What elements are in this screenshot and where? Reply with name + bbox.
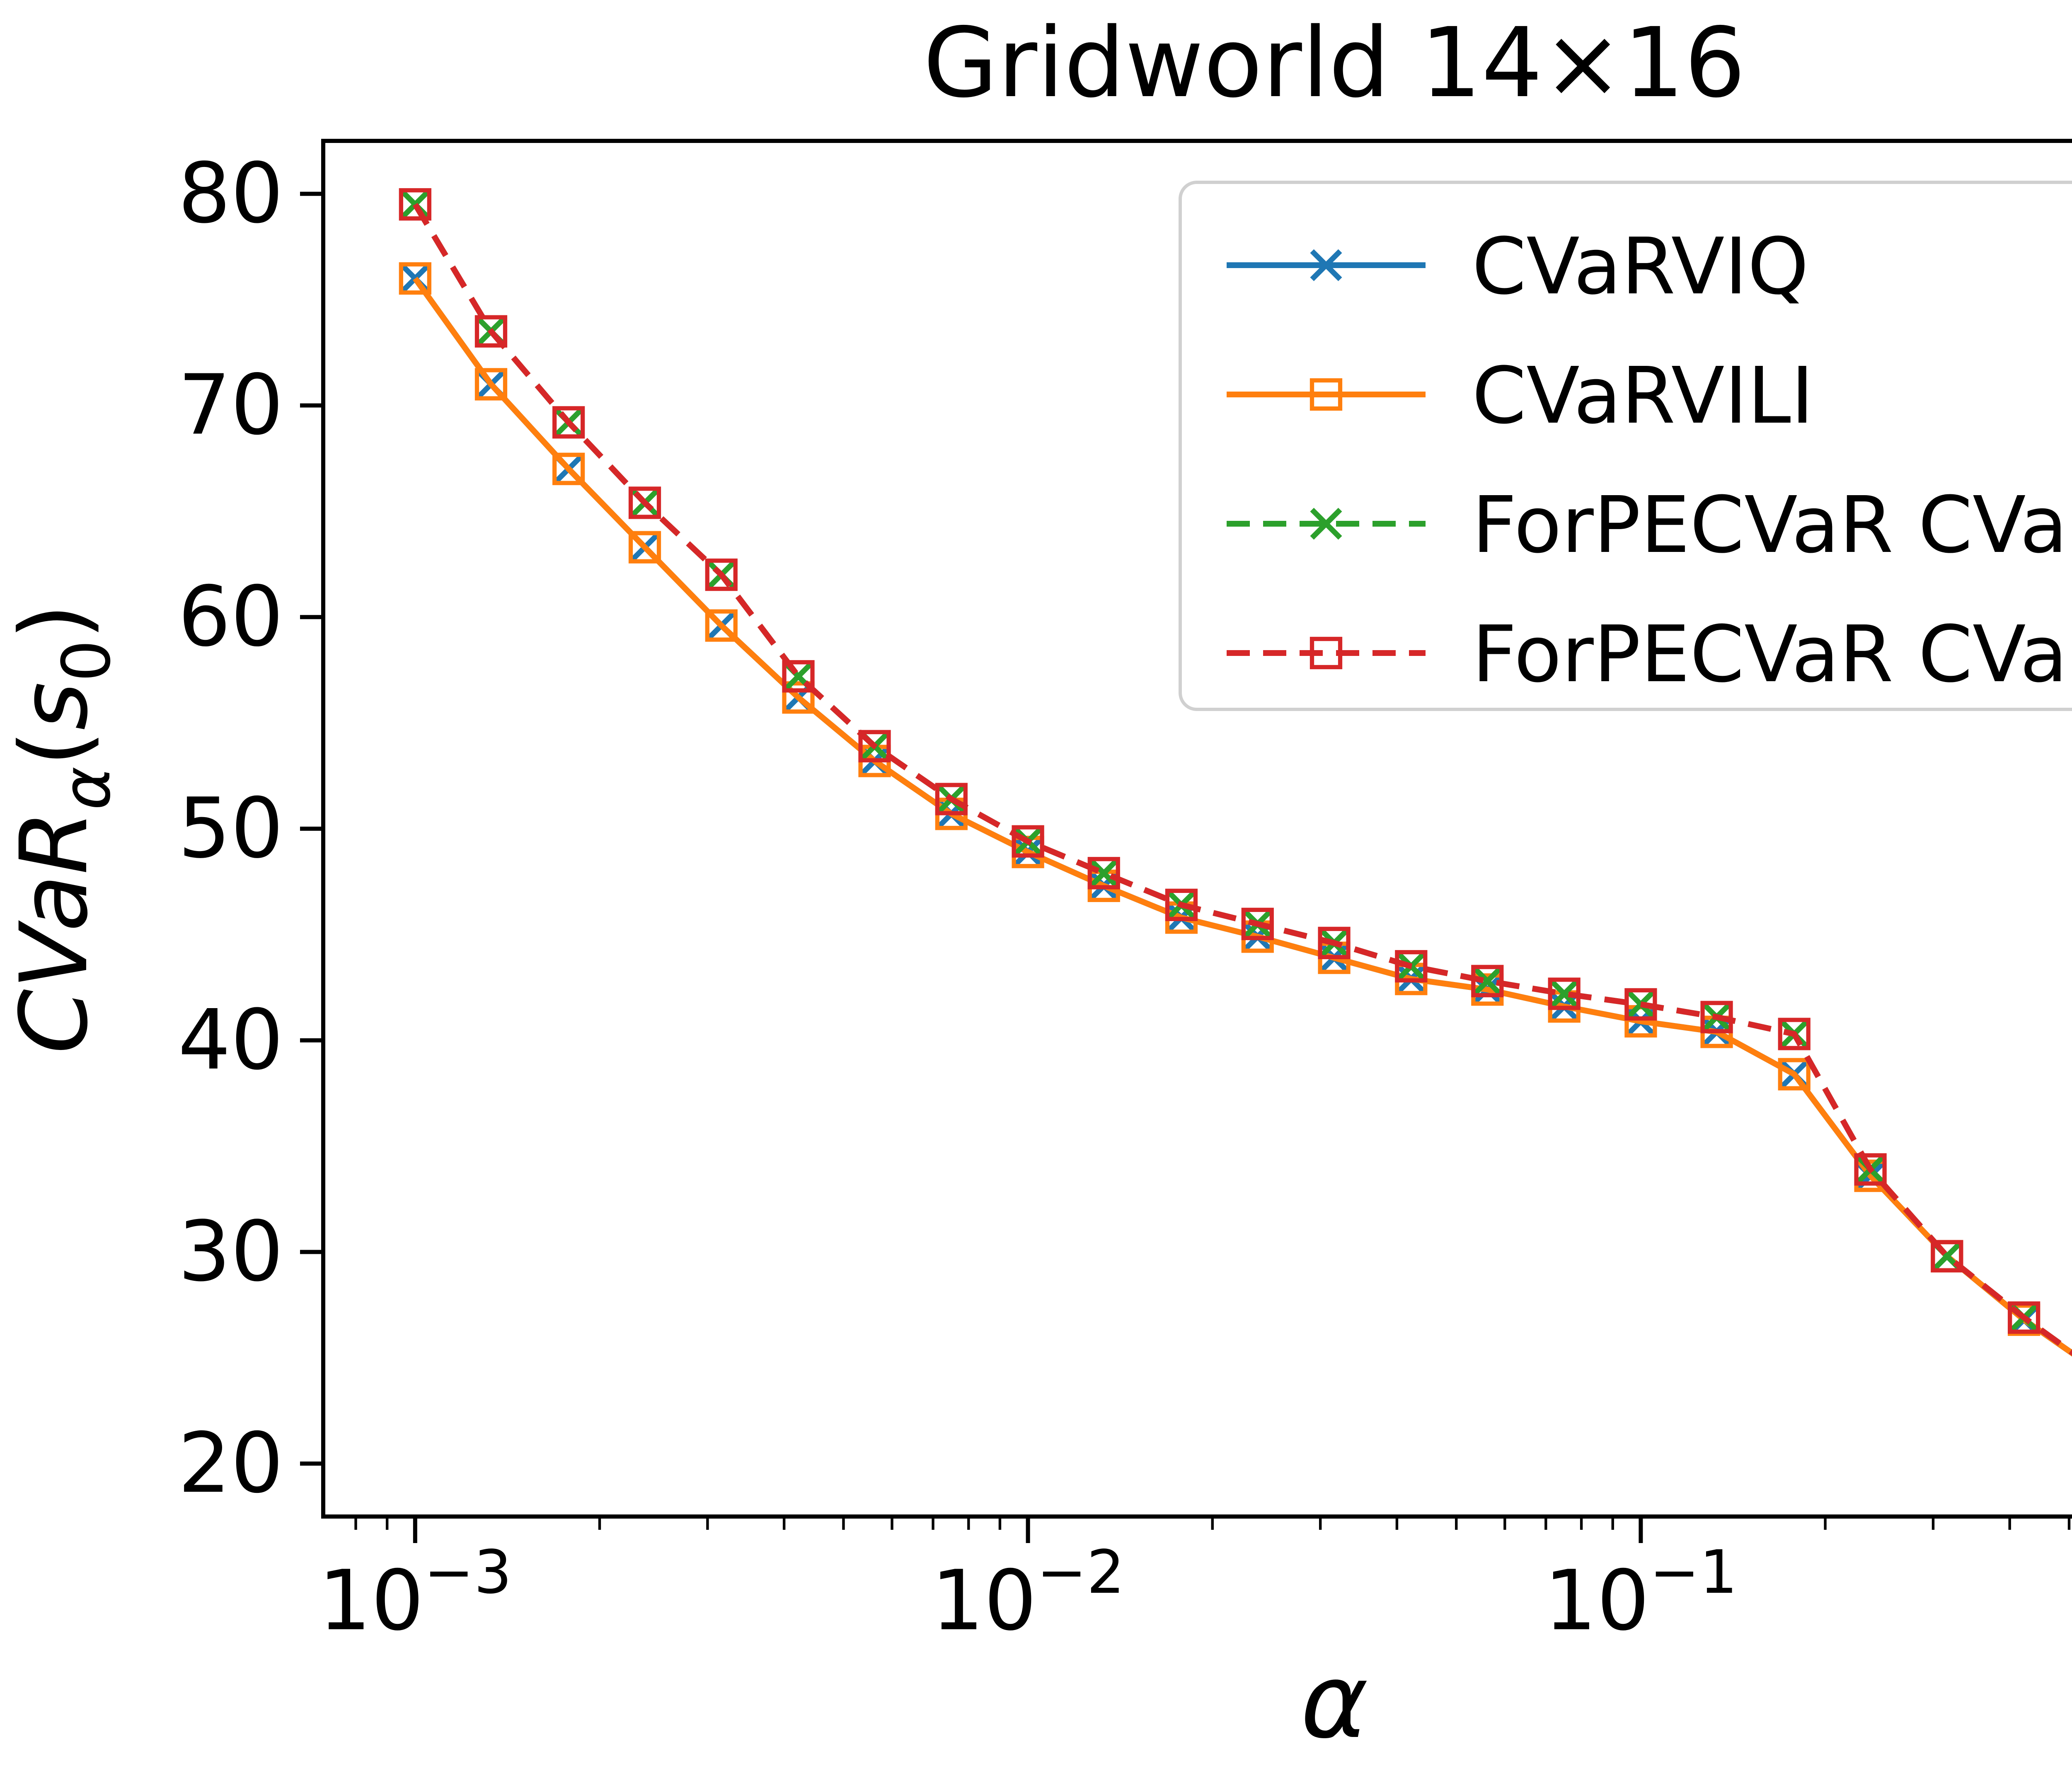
x-tick-label: 10−2: [931, 1537, 1125, 1649]
square-marker: [552, 406, 585, 439]
y-tick-label: 50: [178, 780, 284, 877]
square-marker: [858, 730, 891, 762]
x-marker: [1088, 857, 1120, 889]
x-axis-label: α: [1300, 1642, 1368, 1761]
square-marker: [399, 262, 431, 295]
y-tick-label: 60: [178, 568, 284, 665]
legend-frame: [1179, 181, 2072, 711]
x-marker: [1310, 508, 1342, 540]
square-marker: [399, 188, 431, 221]
x-marker: [1310, 249, 1342, 281]
plot-series: [399, 188, 2072, 1357]
y-tick-label: 70: [178, 357, 284, 453]
square-marker: [1548, 977, 1581, 1010]
square-marker: [705, 609, 738, 642]
square-marker: [1087, 857, 1120, 890]
y-tick-label: 30: [178, 1204, 284, 1300]
square-marker: [782, 681, 815, 714]
square-marker: [1165, 888, 1198, 921]
square-marker: [1778, 1058, 1811, 1091]
square-marker: [628, 531, 661, 564]
square-marker: [552, 452, 585, 485]
x-tick-label: 10−1: [1544, 1537, 1738, 1649]
y-tick-label: 20: [178, 1415, 284, 1512]
x-tick-label: 10−3: [318, 1537, 512, 1649]
legend-label-cvarvili: CVaRVILI: [1472, 351, 1814, 441]
x-marker: [1548, 977, 1581, 1010]
square-marker: [474, 315, 508, 348]
square-marker: [1310, 378, 1343, 411]
legend-label-forpecvar-cvarviq: ForPECVaR CVaRVIQ: [1472, 480, 2072, 571]
square-marker: [705, 558, 738, 591]
legend-samples: [1227, 249, 1426, 670]
square-marker: [1318, 926, 1351, 959]
square-marker: [1395, 950, 1428, 983]
legend: CVaRVIQ CVaRVILI ForPECVaR CVaRVIQ ForPE…: [1179, 181, 2072, 711]
y-tick-label: 80: [178, 145, 284, 242]
square-marker: [1700, 1001, 1733, 1033]
series-forpecvar-cvarvili: [399, 188, 2072, 1356]
square-marker: [1624, 988, 1657, 1021]
legend-label-cvarviq: CVaRVIQ: [1472, 221, 1809, 312]
square-marker: [1310, 636, 1343, 670]
square-marker: [1931, 1240, 1963, 1272]
square-marker: [1012, 825, 1044, 858]
square-marker: [935, 783, 968, 815]
series-line: [412, 203, 2072, 1356]
y-tick-label: 40: [178, 992, 284, 1089]
axes-frame: [321, 139, 2072, 1519]
y-axis-label: CVaRα(s0): [0, 604, 125, 1054]
square-marker: [1854, 1153, 1887, 1186]
square-marker: [1241, 907, 1274, 940]
square-marker: [628, 486, 661, 519]
square-marker: [782, 660, 815, 693]
chart-title: Gridworld 14×16: [923, 7, 1745, 119]
square-marker: [1778, 1018, 1811, 1050]
square-marker: [1471, 965, 1504, 997]
x-marker: [1471, 965, 1503, 997]
square-marker: [474, 368, 508, 401]
legend-label-forpecvar-cvarvili: ForPECVaR CVaRVILI: [1472, 609, 2072, 700]
square-marker: [2007, 1301, 2041, 1334]
